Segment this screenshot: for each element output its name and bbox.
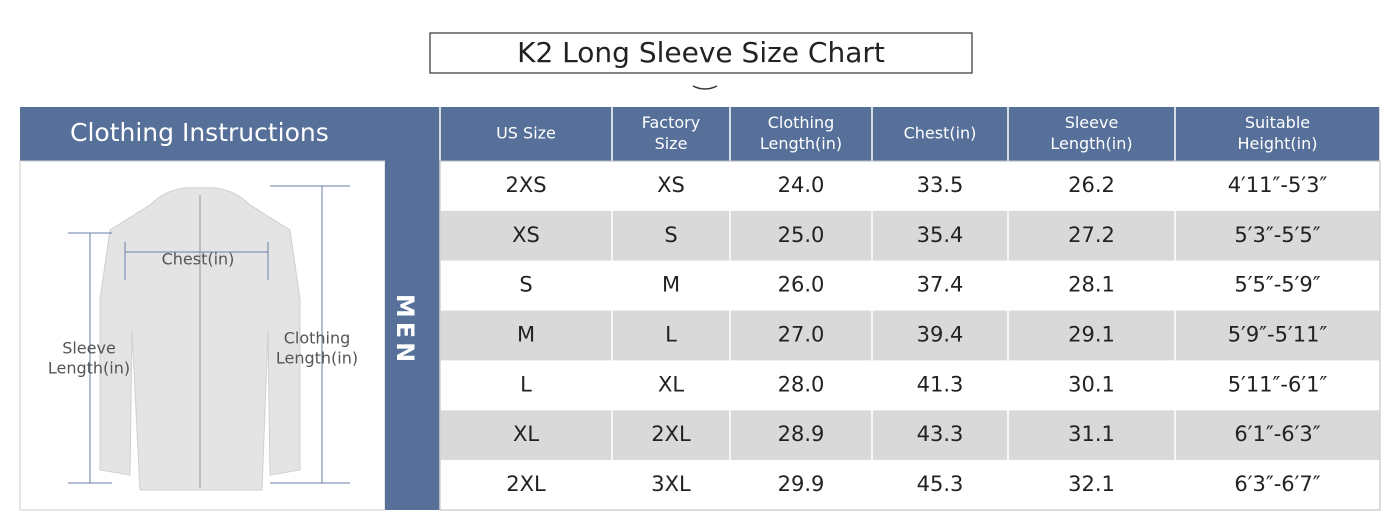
dimension-lines xyxy=(68,185,350,484)
column-header: Factory xyxy=(642,113,700,132)
cell: 29.9 xyxy=(778,472,825,496)
header-band xyxy=(20,107,1380,161)
cell: S xyxy=(519,273,532,297)
cell: 6′1″-6′3″ xyxy=(1234,422,1320,446)
title-box xyxy=(429,32,973,74)
column-header: Suitable xyxy=(1245,113,1310,132)
cell: 5′11″-6′1″ xyxy=(1228,372,1328,396)
cell: XL xyxy=(513,422,539,446)
row-bg xyxy=(440,310,1380,361)
cell: 30.1 xyxy=(1068,372,1115,396)
row-bg xyxy=(440,460,1380,510)
column-header: US Size xyxy=(496,124,556,143)
cell: XS xyxy=(657,173,685,197)
cell: 26.2 xyxy=(1068,173,1115,197)
cell: S xyxy=(664,223,677,247)
cell: XL xyxy=(658,372,684,396)
column-header: Length(in) xyxy=(1050,134,1132,153)
row-bg xyxy=(440,161,1380,211)
cell: 2XL xyxy=(506,472,546,496)
cell: 26.0 xyxy=(778,273,825,297)
cell: 5′9″-5′11″ xyxy=(1228,323,1328,347)
sleeve-label: Sleeve xyxy=(62,339,116,358)
column-header: Length(in) xyxy=(760,134,842,153)
cell: 28.1 xyxy=(1068,273,1115,297)
cell: 32.1 xyxy=(1068,472,1115,496)
cell: 6′3″-6′7″ xyxy=(1234,472,1320,496)
row-bg xyxy=(440,210,1380,261)
title-mark xyxy=(692,85,718,90)
cell: M xyxy=(517,323,535,347)
cell: 2XL xyxy=(651,422,691,446)
cell: 2XS xyxy=(505,173,546,197)
cell: 25.0 xyxy=(778,223,825,247)
title: K2 Long Sleeve Size Chart xyxy=(517,36,885,69)
column-header: Size xyxy=(655,134,688,153)
jacket xyxy=(99,187,301,491)
row-bg xyxy=(440,360,1380,411)
cell: 33.5 xyxy=(917,173,964,197)
column-header: Clothing xyxy=(768,113,835,132)
cell: 27.2 xyxy=(1068,223,1115,247)
dimension-labels: Chest(in)SleeveLength(in)ClothingLength(… xyxy=(48,250,358,378)
cell: 31.1 xyxy=(1068,422,1115,446)
cell: 39.4 xyxy=(917,323,964,347)
cell: 5′5″-5′9″ xyxy=(1234,273,1320,297)
cell: 5′3″-5′5″ xyxy=(1234,223,1320,247)
sleeve-label: Length(in) xyxy=(48,359,130,378)
cell: 4′11″-5′3″ xyxy=(1228,173,1328,197)
cell: 35.4 xyxy=(917,223,964,247)
cell: 43.3 xyxy=(917,422,964,446)
group-band xyxy=(385,161,440,510)
cell: XS xyxy=(512,223,540,247)
length-label: Length(in) xyxy=(276,349,358,368)
cell: 41.3 xyxy=(917,372,964,396)
column-header: Chest(in) xyxy=(904,124,977,143)
cell: 45.3 xyxy=(917,472,964,496)
cell: 28.9 xyxy=(778,422,825,446)
group-label: MEN xyxy=(391,294,419,366)
row-bg xyxy=(440,260,1380,311)
cell: 37.4 xyxy=(917,273,964,297)
cell: 29.1 xyxy=(1068,323,1115,347)
cell: L xyxy=(520,372,532,396)
chest-label: Chest(in) xyxy=(162,250,235,269)
cell: M xyxy=(662,273,680,297)
size-table: 2XS XS 24.0 33.5 26.2 4′11″-5′3″ XS S 25.0 35.4 27… xyxy=(439,107,1381,511)
cell: 3XL xyxy=(651,472,691,496)
panel-heading: Clothing Instructions xyxy=(70,118,329,147)
cell: L xyxy=(665,323,677,347)
cell: 24.0 xyxy=(778,173,825,197)
table-border xyxy=(439,160,1381,511)
length-label: Clothing xyxy=(284,329,351,348)
row-bg xyxy=(440,410,1380,461)
cell: 27.0 xyxy=(778,323,825,347)
column-header: Sleeve xyxy=(1065,113,1119,132)
column-header: Height(in) xyxy=(1238,134,1318,153)
cell: 28.0 xyxy=(778,372,825,396)
